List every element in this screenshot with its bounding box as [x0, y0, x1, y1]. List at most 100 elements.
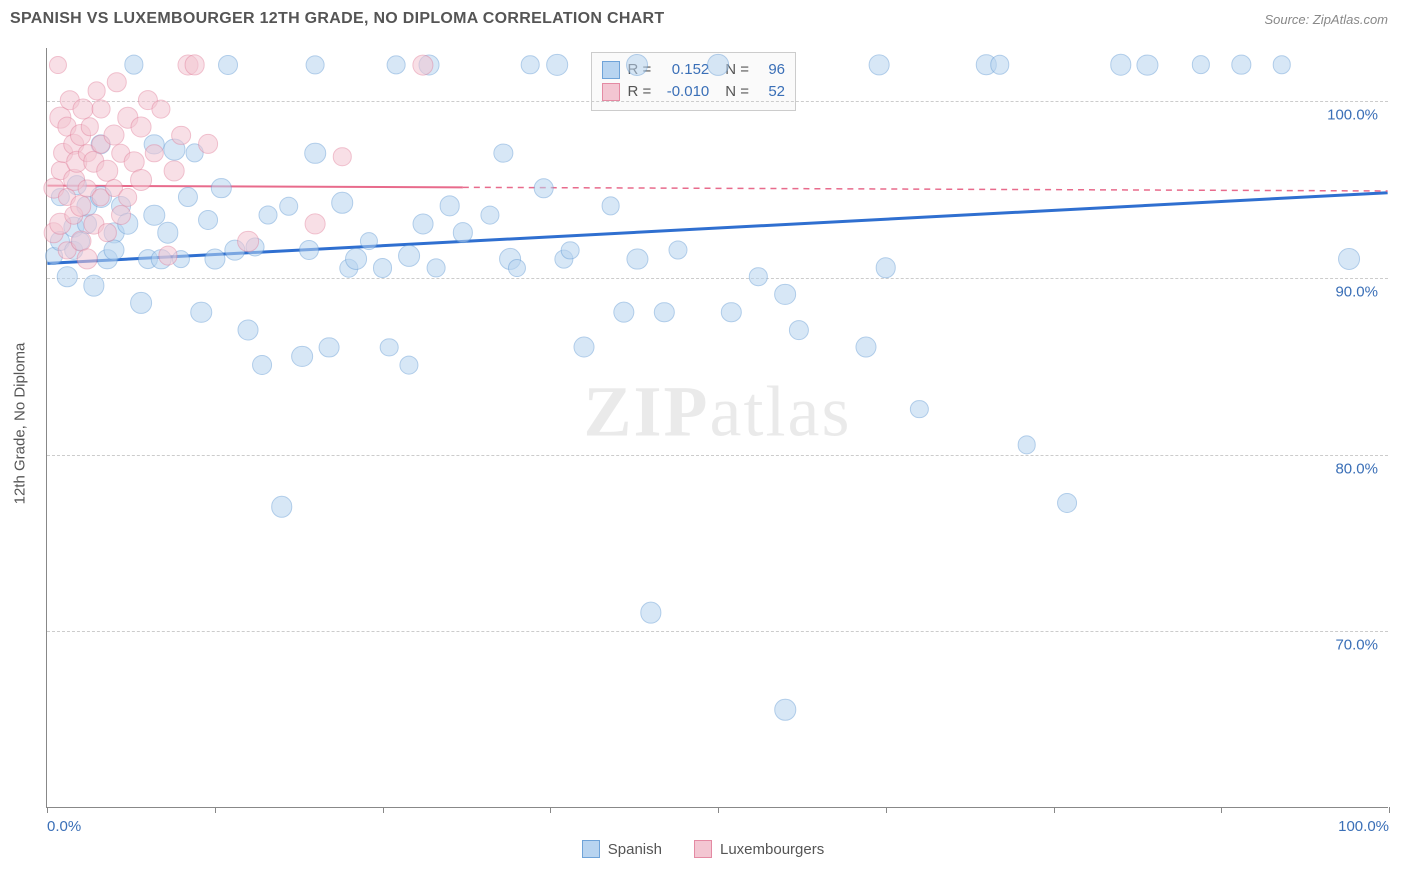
- scatter-point: [211, 178, 231, 198]
- chart-title: SPANISH VS LUXEMBOURGER 12TH GRADE, NO D…: [10, 10, 665, 28]
- scatter-point: [640, 602, 661, 623]
- scatter-point: [271, 496, 293, 518]
- header: SPANISH VS LUXEMBOURGER 12TH GRADE, NO D…: [0, 0, 1406, 38]
- scatter-point: [869, 54, 890, 75]
- scatter-point: [412, 213, 433, 234]
- scatter-point: [360, 232, 378, 250]
- scatter-point: [508, 259, 526, 277]
- scatter-point: [306, 55, 325, 74]
- scatter-point: [152, 99, 171, 118]
- scatter-point: [774, 284, 796, 306]
- watermark: ZIPatlas: [584, 371, 852, 454]
- y-tick-label: 100.0%: [1327, 107, 1378, 124]
- y-axis-label-container: 12th Grade, No Diploma: [6, 38, 34, 808]
- scatter-point: [145, 144, 163, 162]
- scatter-point: [910, 400, 928, 418]
- scatter-point: [439, 196, 460, 217]
- scatter-point: [400, 356, 419, 375]
- scatter-point: [218, 55, 238, 75]
- scatter-point: [191, 301, 213, 323]
- scatter-point: [546, 54, 568, 76]
- y-tick-label: 80.0%: [1335, 460, 1378, 477]
- scatter-point: [627, 249, 648, 270]
- scatter-point: [480, 205, 499, 224]
- scatter-point: [125, 55, 144, 74]
- x-tick-mark: [886, 807, 887, 813]
- x-tick-mark: [1221, 807, 1222, 813]
- scatter-point: [627, 54, 649, 76]
- scatter-point: [130, 169, 152, 191]
- trend-line-dashed: [463, 187, 1388, 191]
- scatter-point: [788, 320, 808, 340]
- scatter-point: [380, 338, 399, 357]
- scatter-point: [104, 240, 125, 261]
- legend-item: Spanish: [582, 840, 662, 858]
- n-value: 96: [757, 59, 785, 82]
- x-tick-label: 100.0%: [1338, 818, 1389, 835]
- scatter-point: [130, 116, 151, 137]
- source-citation: Source: ZipAtlas.com: [1264, 12, 1388, 27]
- scatter-point: [613, 301, 634, 322]
- gridline: [47, 101, 1388, 102]
- scatter-point: [291, 345, 313, 367]
- scatter-point: [107, 72, 127, 92]
- scatter-point: [77, 249, 98, 270]
- scatter-point: [157, 222, 178, 243]
- scatter-point: [318, 337, 339, 358]
- scatter-point: [81, 117, 99, 135]
- legend-swatch: [602, 83, 620, 101]
- scatter-point: [130, 292, 152, 314]
- legend-swatch: [694, 840, 712, 858]
- scatter-point: [184, 54, 205, 75]
- legend-swatch: [602, 61, 620, 79]
- scatter-point: [198, 134, 218, 154]
- watermark-bold: ZIP: [584, 372, 710, 452]
- scatter-point: [494, 143, 513, 162]
- scatter-point: [118, 187, 138, 207]
- legend-label: Spanish: [608, 841, 662, 858]
- scatter-point: [749, 268, 767, 286]
- scatter-point: [1017, 435, 1036, 454]
- r-value: 0.152: [659, 59, 709, 82]
- scatter-point: [573, 337, 594, 358]
- scatter-point: [164, 160, 185, 181]
- scatter-point: [387, 55, 406, 74]
- scatter-point: [373, 258, 393, 278]
- scatter-point: [57, 267, 78, 288]
- scatter-point: [774, 699, 795, 720]
- x-tick-mark: [383, 807, 384, 813]
- trend-lines-layer: [47, 48, 1388, 807]
- scatter-point: [252, 355, 272, 375]
- scatter-point: [279, 196, 299, 216]
- scatter-point: [111, 205, 131, 225]
- gridline: [47, 278, 1388, 279]
- scatter-point: [97, 160, 119, 182]
- x-tick-mark: [1054, 807, 1055, 813]
- scatter-point: [1057, 493, 1077, 513]
- scatter-point: [1137, 54, 1158, 75]
- scatter-point: [259, 205, 278, 224]
- legend-label: Luxembourgers: [720, 841, 824, 858]
- x-tick-mark: [550, 807, 551, 813]
- gridline: [47, 455, 1388, 456]
- scatter-point: [721, 302, 741, 322]
- scatter-point: [198, 210, 218, 230]
- scatter-point: [601, 197, 620, 216]
- scatter-point: [453, 222, 473, 242]
- y-tick-label: 90.0%: [1335, 283, 1378, 300]
- scatter-point: [91, 99, 110, 118]
- scatter-point: [305, 142, 327, 164]
- scatter-point: [1338, 248, 1360, 270]
- scatter-point: [204, 249, 225, 270]
- scatter-point: [1192, 56, 1210, 74]
- scatter-point: [668, 241, 687, 260]
- scatter-point: [333, 147, 351, 165]
- x-tick-label: 0.0%: [47, 818, 81, 835]
- scatter-point: [654, 302, 674, 322]
- scatter-point: [237, 231, 259, 253]
- scatter-point: [238, 319, 259, 340]
- scatter-point: [707, 54, 729, 76]
- legend-swatch: [582, 840, 600, 858]
- scatter-point: [875, 258, 896, 279]
- scatter-point: [398, 245, 420, 267]
